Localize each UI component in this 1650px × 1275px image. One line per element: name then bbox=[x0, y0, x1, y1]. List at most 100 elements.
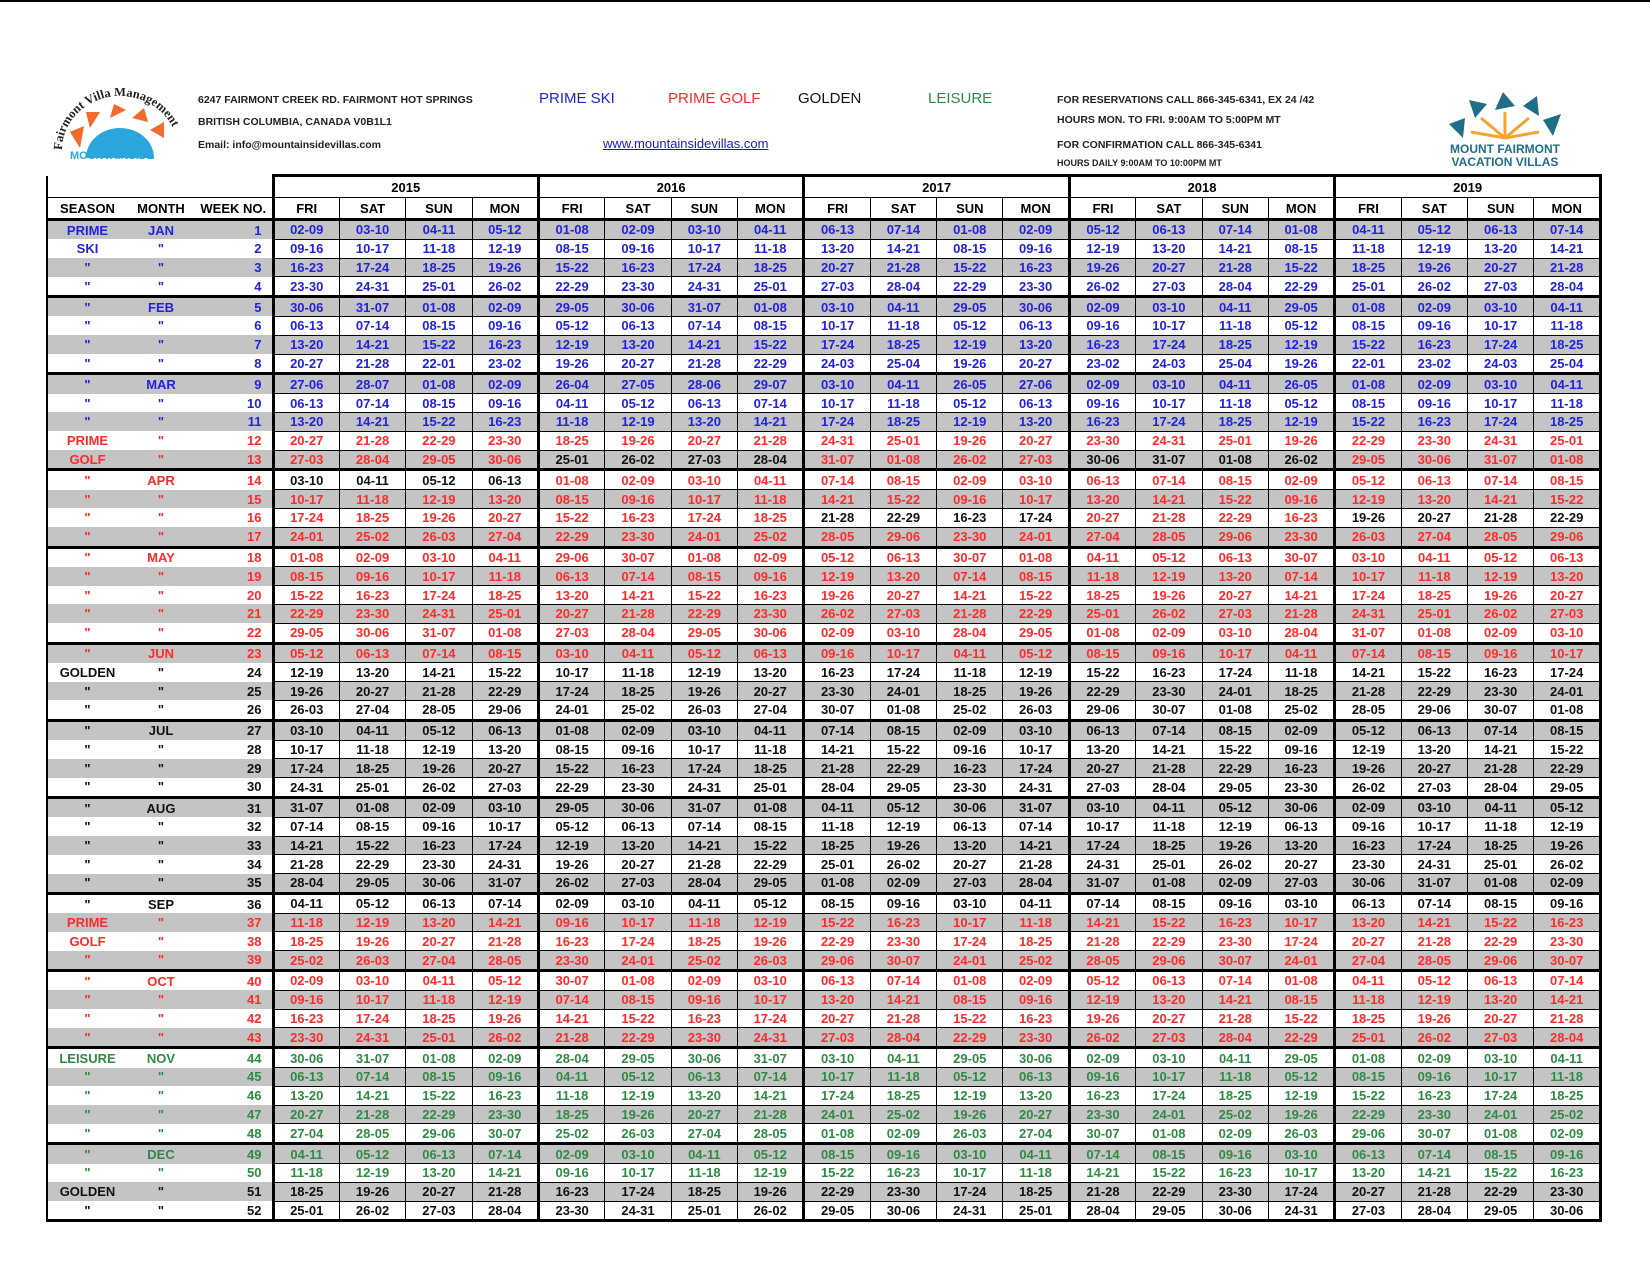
date-range-cell[interactable]: 29-05 bbox=[536, 295, 606, 317]
date-range-cell[interactable]: 09-16 bbox=[936, 739, 1004, 760]
date-range-cell[interactable]: 23-30 bbox=[1201, 931, 1269, 952]
date-range-cell[interactable]: 25-02 bbox=[1267, 699, 1336, 721]
date-range-cell[interactable]: 04-11 bbox=[1067, 545, 1137, 568]
date-range-cell[interactable]: 03-10 bbox=[604, 1142, 672, 1165]
date-range-cell[interactable]: 11-18 bbox=[1002, 1163, 1070, 1183]
date-range-cell[interactable]: 20-27 bbox=[869, 585, 938, 605]
date-range-cell[interactable]: 14-21 bbox=[338, 411, 407, 432]
date-range-cell[interactable]: 22-29 bbox=[1201, 507, 1269, 528]
date-range-cell[interactable]: 27-03 bbox=[1466, 1027, 1535, 1049]
date-range-cell[interactable]: 16-23 bbox=[869, 912, 938, 933]
date-range-cell[interactable]: 24-03 bbox=[802, 353, 871, 375]
date-range-cell[interactable]: 04-11 bbox=[802, 795, 871, 818]
date-range-cell[interactable]: 08-15 bbox=[271, 566, 340, 587]
date-range-cell[interactable]: 30-07 bbox=[936, 545, 1004, 568]
date-range-cell[interactable]: 03-10 bbox=[670, 718, 739, 741]
date-range-cell[interactable]: 26-02 bbox=[1533, 854, 1602, 875]
date-range-cell[interactable]: 05-12 bbox=[1333, 718, 1402, 741]
date-range-cell[interactable]: 10-17 bbox=[1135, 393, 1203, 413]
date-range-cell[interactable]: 29-05 bbox=[405, 449, 473, 471]
date-range-cell[interactable]: 19-26 bbox=[1002, 681, 1070, 701]
date-range-cell[interactable]: 16-23 bbox=[802, 662, 871, 683]
date-range-cell[interactable]: 13-20 bbox=[338, 662, 407, 683]
date-range-cell[interactable]: 01-08 bbox=[1333, 372, 1402, 395]
date-range-cell[interactable]: 30-06 bbox=[1533, 1200, 1602, 1223]
date-range-cell[interactable]: 01-08 bbox=[1466, 873, 1535, 894]
date-range-cell[interactable]: 22-29 bbox=[802, 931, 871, 952]
date-range-cell[interactable]: 13-20 bbox=[604, 334, 672, 355]
date-range-cell[interactable]: 30-07 bbox=[536, 969, 606, 991]
date-range-cell[interactable]: 04-11 bbox=[737, 468, 805, 491]
date-range-cell[interactable]: 16-23 bbox=[936, 507, 1004, 528]
date-range-cell[interactable]: 06-13 bbox=[1400, 468, 1468, 491]
date-range-cell[interactable]: 05-12 bbox=[471, 218, 539, 240]
date-range-cell[interactable]: 01-08 bbox=[1333, 1046, 1402, 1069]
date-range-cell[interactable]: 03-10 bbox=[1002, 468, 1070, 491]
date-range-cell[interactable]: 01-08 bbox=[1400, 622, 1468, 644]
date-range-cell[interactable]: 20-27 bbox=[1135, 1008, 1203, 1029]
date-range-cell[interactable]: 23-02 bbox=[471, 353, 539, 375]
date-range-cell[interactable]: 20-27 bbox=[1067, 758, 1137, 779]
date-range-cell[interactable]: 13-20 bbox=[869, 566, 938, 587]
date-range-cell[interactable]: 30-07 bbox=[471, 1123, 539, 1145]
date-range-cell[interactable]: 03-10 bbox=[1466, 1046, 1535, 1069]
date-range-cell[interactable]: 17-24 bbox=[1533, 662, 1602, 683]
date-range-cell[interactable]: 05-12 bbox=[936, 1067, 1004, 1087]
date-range-cell[interactable]: 29-07 bbox=[737, 372, 805, 395]
date-range-cell[interactable]: 19-26 bbox=[1267, 353, 1336, 375]
date-range-cell[interactable]: 23-30 bbox=[338, 603, 407, 624]
date-range-cell[interactable]: 18-25 bbox=[670, 931, 739, 952]
date-range-cell[interactable]: 13-20 bbox=[604, 835, 672, 856]
date-range-cell[interactable]: 19-26 bbox=[1333, 758, 1402, 779]
date-range-cell[interactable]: 14-21 bbox=[936, 585, 1004, 605]
date-range-cell[interactable]: 25-01 bbox=[1533, 430, 1602, 451]
date-range-cell[interactable]: 30-06 bbox=[1002, 295, 1070, 317]
date-range-cell[interactable]: 15-22 bbox=[536, 507, 606, 528]
date-range-cell[interactable]: 14-21 bbox=[1400, 1163, 1468, 1183]
date-range-cell[interactable]: 10-17 bbox=[1333, 566, 1402, 587]
date-range-cell[interactable]: 20-27 bbox=[670, 430, 739, 451]
date-range-cell[interactable]: 28-05 bbox=[1135, 526, 1203, 548]
date-range-cell[interactable]: 12-19 bbox=[936, 1085, 1004, 1106]
date-range-cell[interactable]: 27-06 bbox=[271, 372, 340, 395]
date-range-cell[interactable]: 01-08 bbox=[1201, 699, 1269, 721]
date-range-cell[interactable]: 02-09 bbox=[1067, 372, 1137, 395]
date-range-cell[interactable]: 08-15 bbox=[1002, 566, 1070, 587]
date-range-cell[interactable]: 08-15 bbox=[1466, 1142, 1535, 1165]
date-range-cell[interactable]: 21-28 bbox=[405, 681, 473, 701]
date-range-cell[interactable]: 20-27 bbox=[471, 507, 539, 528]
date-range-cell[interactable]: 10-17 bbox=[1067, 816, 1137, 837]
date-range-cell[interactable]: 30-07 bbox=[1533, 950, 1602, 972]
date-range-cell[interactable]: 05-12 bbox=[271, 641, 340, 664]
date-range-cell[interactable]: 14-21 bbox=[604, 585, 672, 605]
date-range-cell[interactable]: 29-05 bbox=[1201, 777, 1269, 798]
date-range-cell[interactable]: 17-24 bbox=[1135, 1085, 1203, 1106]
date-range-cell[interactable]: 31-07 bbox=[1002, 795, 1070, 818]
date-range-cell[interactable]: 07-14 bbox=[802, 468, 871, 491]
date-range-cell[interactable]: 28-04 bbox=[271, 873, 340, 894]
date-range-cell[interactable]: 27-04 bbox=[471, 526, 539, 548]
date-range-cell[interactable]: 23-30 bbox=[1267, 777, 1336, 798]
date-range-cell[interactable]: 22-29 bbox=[1267, 1027, 1336, 1049]
date-range-cell[interactable]: 21-28 bbox=[338, 430, 407, 451]
date-range-cell[interactable]: 24-01 bbox=[802, 1104, 871, 1125]
date-range-cell[interactable]: 30-07 bbox=[604, 545, 672, 568]
date-range-cell[interactable]: 06-13 bbox=[1400, 718, 1468, 741]
date-range-cell[interactable]: 25-04 bbox=[869, 353, 938, 375]
date-range-cell[interactable]: 06-13 bbox=[1466, 969, 1535, 991]
date-range-cell[interactable]: 30-07 bbox=[1135, 699, 1203, 721]
date-range-cell[interactable]: 07-14 bbox=[338, 393, 407, 413]
date-range-cell[interactable]: 23-30 bbox=[1466, 681, 1535, 701]
date-range-cell[interactable]: 13-20 bbox=[737, 662, 805, 683]
date-range-cell[interactable]: 02-09 bbox=[471, 1046, 539, 1069]
date-range-cell[interactable]: 08-15 bbox=[338, 816, 407, 837]
date-range-cell[interactable]: 16-23 bbox=[1002, 257, 1070, 278]
date-range-cell[interactable]: 20-27 bbox=[737, 681, 805, 701]
date-range-cell[interactable]: 08-15 bbox=[1067, 641, 1137, 664]
date-range-cell[interactable]: 06-13 bbox=[604, 315, 672, 336]
date-range-cell[interactable]: 31-07 bbox=[670, 795, 739, 818]
date-range-cell[interactable]: 17-24 bbox=[604, 1181, 672, 1202]
date-range-cell[interactable]: 18-25 bbox=[1466, 835, 1535, 856]
date-range-cell[interactable]: 29-05 bbox=[1267, 1046, 1336, 1069]
date-range-cell[interactable]: 08-15 bbox=[1333, 315, 1402, 336]
